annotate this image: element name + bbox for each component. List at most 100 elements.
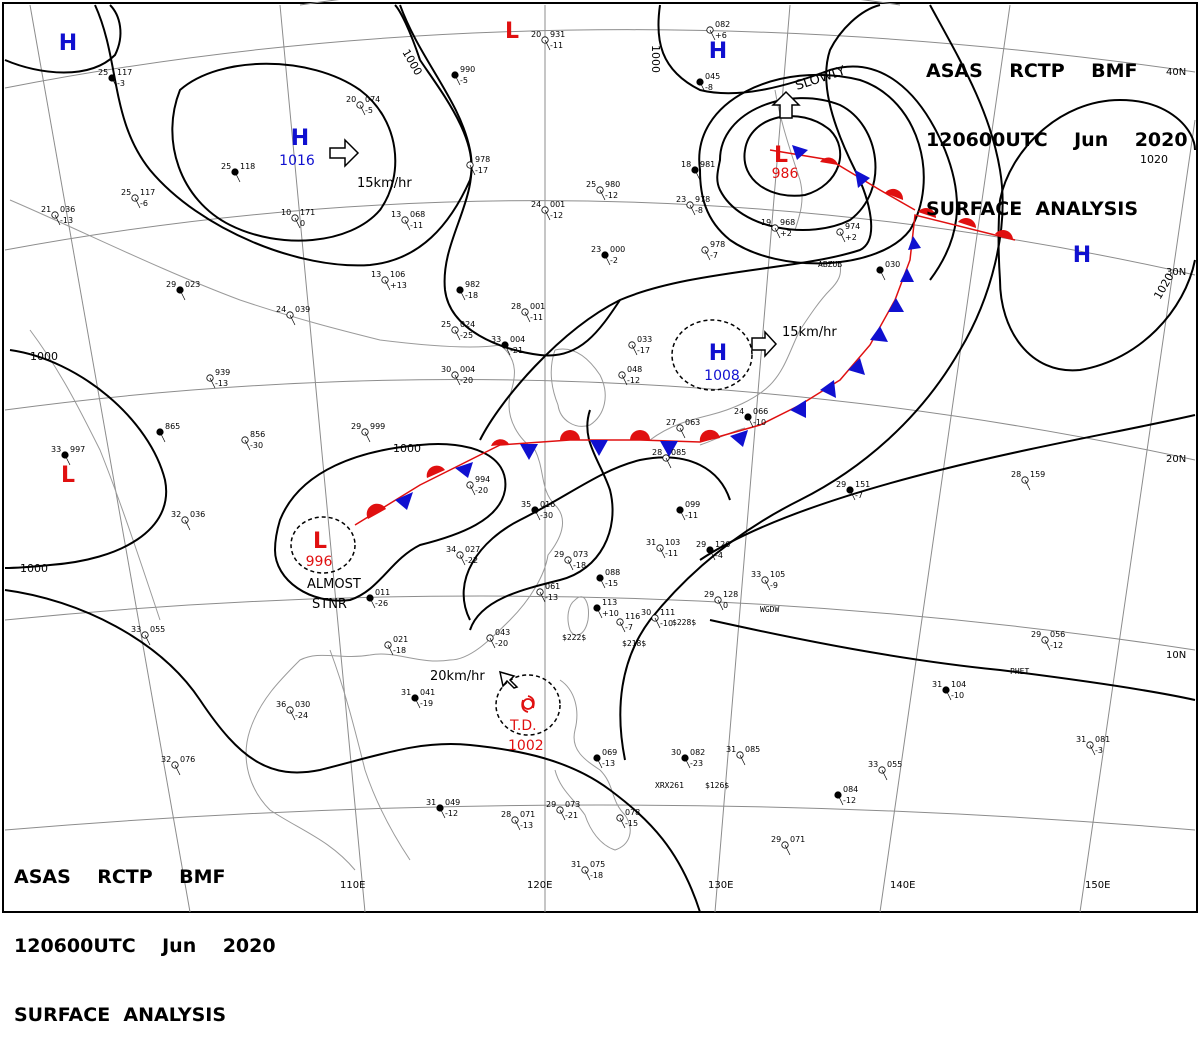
station-plot: 36 030 -24 <box>276 700 310 721</box>
station-plot: 30 082 -23 <box>671 748 705 769</box>
station-temperature: 13 <box>391 210 401 219</box>
annotations: 15km/hr SLOWLY 15km/hr 20km/hr ALMOST ST… <box>307 64 847 754</box>
wind-barb <box>404 219 411 231</box>
station-tendency: -11 <box>550 41 563 50</box>
graticule <box>4 0 1196 913</box>
station-plot: 25 024 -25 <box>441 320 475 341</box>
station-plot: 939-13 <box>206 368 230 389</box>
station-pressure: 073 <box>565 800 580 809</box>
station-plot: 31 041 -19 <box>401 688 435 709</box>
station-pressure: 939 <box>215 368 230 377</box>
station-tendency: -7 <box>625 623 633 632</box>
wind-barb <box>364 431 371 443</box>
station-pressure: 011 <box>375 588 390 597</box>
station-pressure: 171 <box>300 208 315 217</box>
station-tendency: 0 <box>300 219 305 228</box>
station-pressure: 073 <box>573 550 588 559</box>
station-tendency: -12 <box>843 796 856 805</box>
station-plot: 29 128 0 <box>704 590 738 611</box>
station-temperature: 31 <box>401 688 411 697</box>
station-tendency: +2 <box>780 229 792 238</box>
station-pressure: 000 <box>610 245 625 254</box>
isobar-south-1 <box>4 589 701 913</box>
low-north-top: L <box>505 19 519 44</box>
wind-barb <box>559 809 566 821</box>
station-plot: 25 117 -6 <box>121 188 155 209</box>
station-plot: 28 001 -11 <box>511 302 545 323</box>
station-plot: 23 000 -2 <box>591 245 625 266</box>
station-temperature: 28 <box>511 302 521 311</box>
station-pressure: 078 <box>625 808 640 817</box>
isobar-east-3 <box>709 619 1196 701</box>
station-temperature: 29 <box>1031 630 1041 639</box>
wind-barb <box>654 617 661 629</box>
station-pressure: 980 <box>605 180 620 189</box>
station-temperature: 33 <box>131 625 141 634</box>
station-temperature: 29 <box>546 800 556 809</box>
station-temperature: 28 <box>501 810 511 819</box>
station-pressure: 999 <box>370 422 385 431</box>
wind-barb <box>774 227 781 239</box>
wind-barb <box>945 689 952 701</box>
wind-barb <box>134 197 141 209</box>
station-tendency: -11 <box>410 221 423 230</box>
station-pressure: 865 <box>165 422 180 431</box>
station-pressure: 061 <box>545 582 560 591</box>
station-plot: 27 063 <box>666 418 700 439</box>
station-tendency: -13 <box>545 593 558 602</box>
station-tendency: -17 <box>637 346 650 355</box>
station-pressure: 021 <box>393 635 408 644</box>
station-plot: 088-15 <box>596 568 620 589</box>
annotation-move-mongolia: 15km/hr <box>357 176 412 191</box>
station-pressure: 055 <box>887 760 902 769</box>
wind-barb <box>881 769 888 781</box>
wind-barb <box>289 314 296 326</box>
wind-barb <box>144 634 151 646</box>
station-temperature: 29 <box>696 540 706 549</box>
station-pressure: 085 <box>745 745 760 754</box>
parallel-10n <box>4 595 1196 651</box>
wind-barb <box>679 427 686 439</box>
station-tendency: -12 <box>627 376 640 385</box>
station-temperature: 23 <box>676 195 686 204</box>
wind-barb <box>439 807 446 819</box>
station-plot: 974+2 <box>836 222 860 243</box>
meridian-110e <box>279 4 366 913</box>
station-temperature: 34 <box>446 545 456 554</box>
low-okhotsk-value: 986 <box>772 166 799 182</box>
station-plot: 33 004 -21 <box>491 335 525 356</box>
isobar-south-china <box>273 443 507 602</box>
station-temperature: 25 <box>221 162 231 171</box>
arrow-mongolia <box>329 138 360 168</box>
station-plot: 990-5 <box>451 65 475 86</box>
lon-label-140e: 140E <box>890 880 915 891</box>
low-south-china: L <box>313 529 327 554</box>
station-plot: 35 016 -30 <box>521 500 555 521</box>
wind-barb <box>359 104 366 116</box>
station-plot: 34 027 -22 <box>446 545 480 566</box>
station-temperature: 31 <box>646 538 656 547</box>
ship-id: $228$ <box>672 618 696 627</box>
station-plot: 061-13 <box>536 582 560 603</box>
station-plot: 978-7 <box>701 240 725 261</box>
station-temperature: 31 <box>571 860 581 869</box>
wind-barb <box>619 817 626 829</box>
wind-barb <box>665 457 672 469</box>
station-temperature: 25 <box>441 320 451 329</box>
ship-id: WGDW <box>760 605 779 614</box>
station-plot: 29 151 -7 <box>836 480 870 501</box>
wind-barb <box>454 329 461 341</box>
station-plot: 28 085 <box>652 448 686 469</box>
station-pressure: 066 <box>753 407 768 416</box>
wind-barb <box>514 819 521 831</box>
station-pressure: 030 <box>885 260 900 269</box>
station-tendency: -12 <box>605 191 618 200</box>
station-tendency: -12 <box>1050 641 1063 650</box>
station-tendency: -11 <box>530 313 543 322</box>
lat-label-40n: 40N <box>1166 67 1186 78</box>
header-top-right: ASAS RCTP BMF 120600UTC Jun 2020 SURFACE… <box>926 14 1188 244</box>
coast-asia <box>9 199 564 871</box>
station-tendency: -3 <box>117 79 125 88</box>
station-pressure: 128 <box>723 590 738 599</box>
